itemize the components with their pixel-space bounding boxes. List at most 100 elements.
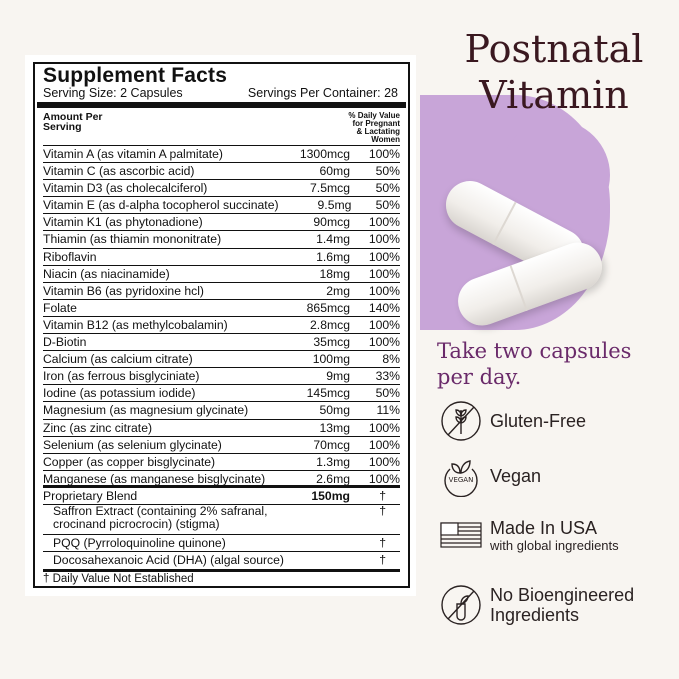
nutrient-row: Iodine (as potassium iodide) 145mcg 50%: [43, 385, 400, 403]
title-line: Postnatal: [464, 27, 644, 71]
daily-value: 100%: [368, 147, 400, 161]
nutrient-row: Vitamin E (as d-alpha tocopherol succina…: [43, 197, 400, 215]
nutrient-name: Copper (as copper bisglycinate): [43, 454, 216, 469]
daily-value: 100%: [368, 266, 400, 281]
daily-value: 100%: [368, 471, 400, 486]
supplement-facts-panel: Supplement Facts Serving Size: 2 Capsule…: [33, 62, 410, 588]
nutrient-row: Copper (as copper bisglycinate) 1.3mg 100%: [43, 454, 400, 471]
table-header: Amount Per Serving % Daily Value for Pregn…: [43, 108, 400, 146]
nutrient-amount: 1.4mg: [316, 232, 350, 247]
nutrient-amount: 145mcg: [306, 386, 350, 401]
nutrient-name: PQQ (Pyrroloquinoline quinone): [53, 535, 226, 550]
nutrient-name: Niacin (as niacinamide): [43, 266, 170, 281]
nutrient-amount: 90mcg: [313, 215, 350, 230]
nutrient-name: Iodine (as potassium iodide): [43, 386, 196, 401]
nutrient-amount: 1.6mg: [316, 249, 350, 264]
nutrient-name: Vitamin B12 (as methylcobalamin): [43, 317, 228, 332]
nutrient-amount: 2.8mcg: [310, 317, 350, 332]
nutrient-name: Riboflavin: [43, 249, 97, 264]
nutrient-amount: 9.5mg: [317, 198, 352, 213]
daily-value: 100%: [368, 283, 400, 298]
nutrient-amount: 50mg: [319, 403, 351, 418]
nutrient-name: Zinc (as zinc citrate): [43, 420, 153, 435]
nutrient-row: Vitamin K1 (as phytonadione) 90mcg 100%: [43, 214, 400, 232]
tagline-line: per day.: [437, 365, 522, 389]
feature-vegan: VEGAN Vegan: [440, 455, 541, 497]
svg-text:VEGAN: VEGAN: [449, 476, 474, 484]
nutrient-name: Manganese (as manganese bisglycinate): [43, 471, 266, 486]
header-text: & Lactating: [356, 127, 400, 136]
feature-label: Gluten-Free: [490, 411, 587, 431]
nutrient-name: Vitamin E (as d-alpha tocopherol succina…: [43, 198, 279, 213]
daily-value: 100%: [368, 317, 400, 332]
daily-value: 50%: [375, 181, 400, 196]
blend-item-row: Docosahexanoic Acid (DHA) (algal source)…: [43, 552, 400, 569]
daily-value: †: [379, 503, 386, 518]
nutrient-name: Vitamin A (as vitamin A palmitate): [43, 147, 223, 161]
serving-info: Serving Size: 2 Capsules Servings Per Con…: [43, 86, 400, 100]
nutrient-amount: 7.5mcg: [310, 181, 350, 196]
title-line: Vitamin: [479, 73, 629, 117]
nutrient-name: crocinand picrocrocin) (stigma): [53, 516, 220, 531]
nutrient-row: Vitamin A (as vitamin A palmitate) 1300mc…: [43, 146, 400, 164]
daily-value: 100%: [368, 437, 400, 452]
footnote: † Daily Value Not Established: [43, 569, 400, 586]
nutrient-amount: 70mcg: [313, 437, 350, 452]
nutrient-name: Selenium (as selenium glycinate): [43, 437, 222, 452]
feature-sublabel: with global ingredients: [490, 538, 619, 553]
nutrient-amount: 1.3mg: [316, 454, 350, 469]
nutrient-amount: 2mg: [326, 283, 350, 298]
header-text: for Pregnant: [352, 119, 400, 128]
nutrient-name: Saffron Extract (containing 2% safranal,: [53, 503, 268, 518]
daily-value: 140%: [368, 300, 400, 315]
daily-value: 100%: [368, 249, 400, 264]
daily-value: 100%: [368, 232, 400, 247]
nutrient-name: Vitamin B6 (as pyridoxine hcl): [43, 283, 204, 298]
servings-per-container: Servings Per Container: 28: [247, 86, 398, 100]
daily-value: 50%: [375, 386, 400, 401]
nutrient-amount: 150mg: [311, 488, 350, 503]
blend-item-row: PQQ (Pyrroloquinoline quinone) †: [43, 535, 400, 553]
nutrient-row: Riboflavin 1.6mg 100%: [43, 249, 400, 266]
nutrient-name: Folate: [43, 300, 77, 315]
nutrient-row: Zinc (as zinc citrate) 13mg 100%: [43, 420, 400, 437]
daily-value: 8%: [382, 352, 400, 367]
daily-value: 100%: [368, 454, 400, 469]
feature-no-bioengineered: No Bioengineered Ingredients: [440, 584, 634, 626]
nutrient-row: Iron (as ferrous bisglyciniate) 9mg 33%: [43, 368, 400, 386]
daily-value: †: [379, 553, 386, 568]
daily-value: 50%: [375, 164, 400, 179]
nutrient-row: Thiamin (as thiamin mononitrate) 1.4mg 100…: [43, 231, 400, 249]
serving-size: Serving Size: 2 Capsules: [43, 86, 183, 100]
nutrient-row: Magnesium (as magnesium glycinate) 50mg 11…: [43, 402, 401, 420]
daily-value: 11%: [376, 403, 401, 418]
facts-heading: Supplement Facts: [43, 64, 228, 87]
feature-made-in-usa: Made In USA with global ingredients: [440, 518, 619, 560]
nutrient-name: Iron (as ferrous bisglyciniate): [43, 369, 200, 384]
product-title: Postnatal Vitamin: [450, 26, 658, 118]
header-text: Serving: [43, 121, 82, 133]
daily-value: 50%: [375, 198, 400, 213]
feature-label: Made In USA: [490, 518, 598, 538]
nutrient-row: Calcium (as calcium citrate) 100mg 8%: [43, 351, 400, 369]
nutrient-name: Vitamin K1 (as phytonadione): [43, 215, 203, 230]
nutrient-amount: 2.6mg: [316, 471, 350, 486]
feature-label: Ingredients: [490, 605, 580, 625]
daily-value: 100%: [368, 335, 400, 350]
nutrient-row: Selenium (as selenium glycinate) 70mcg 100…: [43, 437, 400, 454]
daily-value: 33%: [375, 369, 400, 384]
feature-gluten-free: Gluten-Free: [440, 400, 586, 442]
nutrient-row: Vitamin D3 (as cholecalciferol) 7.5mcg 50%: [43, 180, 400, 198]
blend-item-row: Saffron Extract (containing 2% safranal,…: [43, 503, 400, 535]
nutrient-row: Vitamin B12 (as methylcobalamin) 2.8mcg 10…: [43, 317, 400, 335]
header-text: % Daily Value: [348, 111, 400, 120]
daily-value: †: [379, 535, 386, 550]
gluten-free-icon: [441, 401, 481, 441]
blend-row: Proprietary Blend 150mg †: [43, 488, 400, 505]
nutrient-row: Vitamin C (as ascorbic acid) 60mg 50%: [43, 163, 400, 181]
nutrient-row: Niacin (as niacinamide) 18mg 100%: [43, 266, 400, 283]
feature-label: No Bioengineered: [490, 585, 635, 605]
nutrient-name: Calcium (as calcium citrate): [43, 352, 193, 367]
nutrient-name: D-Biotin: [43, 335, 87, 350]
divider: [37, 102, 406, 108]
